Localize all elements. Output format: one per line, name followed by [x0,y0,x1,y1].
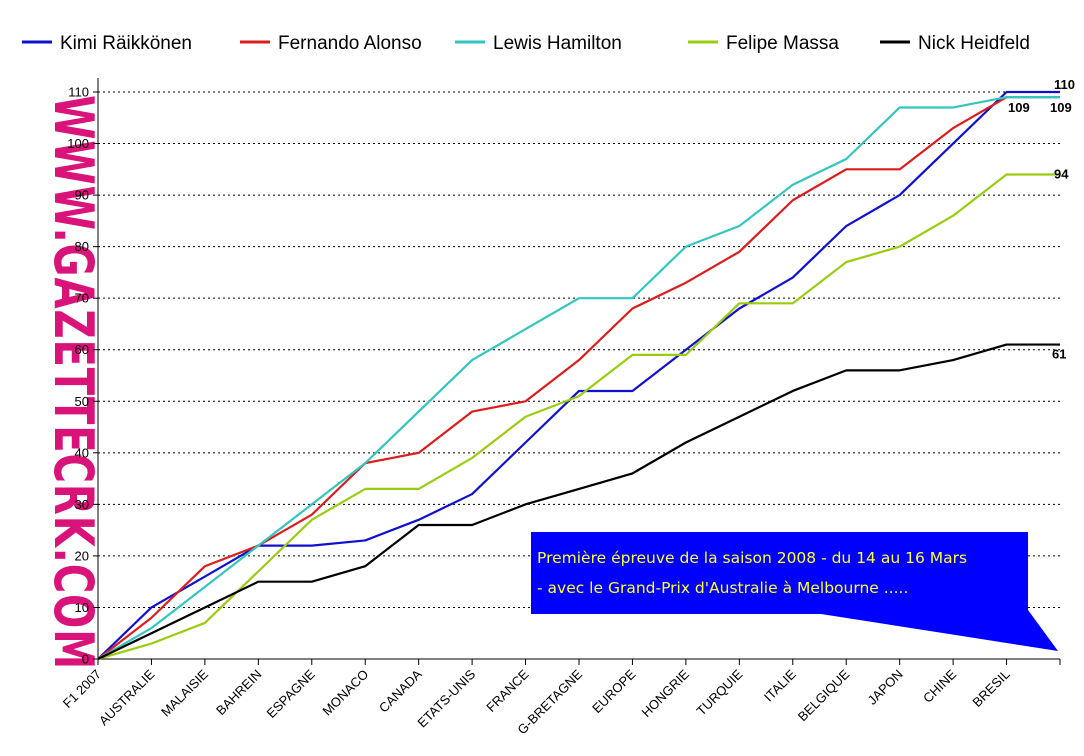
y-tick-label: 60 [75,342,89,357]
series-lines [97,90,1060,661]
legend-label: Kimi Räikkönen [60,33,192,54]
x-tick-label: TURQUIE [693,666,745,718]
legend-label: Felipe Massa [726,33,839,54]
x-tick-label: MONACO [319,667,371,719]
x-tick-label: CHINE [920,666,959,705]
callout-pointer [821,610,1058,651]
y-tick-label: 50 [75,394,89,409]
x-tick-label: BAHREIN [213,667,264,718]
y-tick-label: 90 [75,188,89,203]
y-tick-label: 80 [75,239,89,254]
watermark-text: WWW.GAZETTECRK.COM [42,95,105,670]
y-tick-label: 110 [68,85,89,100]
y-axis-ticks: 0 10 20 30 40 50 60 70 80 90 100 110 [67,85,98,667]
legend-label: Fernando Alonso [278,33,422,54]
x-tick-label: JAPON [865,667,906,708]
callout-line-1: Première épreuve de la saison 2008 - du … [537,549,967,567]
x-tick-label: EUROPE [589,666,639,716]
watermark: WWW.GAZETTECRK.COM [42,95,105,670]
annotation-callout: Première épreuve de la saison 2008 - du … [531,532,1058,651]
x-tick-label: BRESIL [969,667,1012,710]
end-label-4: 61 [1052,347,1066,362]
callout-line-2: - avec le Grand-Prix d'Australie à Melbo… [537,579,908,597]
x-tick-label: FRANCE [483,666,532,715]
end-label-0: 110 [1054,77,1075,92]
series-line-3 [97,173,1060,661]
y-tick-label: 20 [75,548,89,563]
end-labels: 110 109 109 94 61 [1008,77,1075,362]
x-tick-label: MALAISIE [158,666,211,719]
x-tick-label: F1 2007 [60,667,104,711]
x-tick-label: ESPAGNE [264,666,319,721]
y-tick-label: 70 [75,291,89,306]
end-label-1: 109 [1008,100,1030,115]
legend-label: Lewis Hamilton [493,33,622,54]
x-tick-label: ITALIE [761,666,799,704]
y-tick-label: 30 [75,497,89,512]
y-tick-label: 10 [75,600,89,615]
gridlines [98,91,1060,608]
x-tick-label: ETATS-UNIS [414,666,478,730]
legend: Kimi Räikkönen Fernando Alonso Lewis Hamil… [22,33,1030,54]
x-tick-label: BELGIQUE [795,666,853,724]
y-tick-label: 40 [75,445,89,460]
legend-label: Nick Heidfeld [918,33,1030,54]
y-tick-label: 0 [82,652,89,667]
x-tick-label: CANADA [376,666,425,715]
end-label-3: 94 [1054,166,1069,181]
y-tick-label: 100 [67,136,89,151]
x-tick-label: HONGRIE [639,666,693,720]
series-line-4 [97,343,1060,660]
end-label-2: 109 [1050,100,1072,115]
callout-box [531,532,1028,614]
x-tick-label: AUSTRALIE [96,666,158,728]
series-line-2 [97,96,1060,660]
